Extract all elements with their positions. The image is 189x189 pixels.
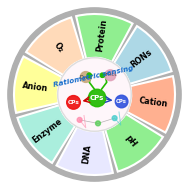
- Text: Ratiometric sensing: Ratiometric sensing: [53, 66, 134, 88]
- Circle shape: [112, 116, 117, 121]
- Text: Cation: Cation: [139, 96, 169, 109]
- Text: Enzyme: Enzyme: [31, 117, 64, 145]
- Wedge shape: [14, 57, 62, 113]
- Text: Dyes: Dyes: [80, 74, 92, 80]
- Text: pH: pH: [123, 134, 138, 149]
- Text: PTMCs: PTMCs: [104, 73, 117, 77]
- Wedge shape: [26, 17, 84, 75]
- Wedge shape: [17, 105, 75, 163]
- Circle shape: [105, 70, 116, 81]
- Text: CPs: CPs: [67, 100, 79, 105]
- Text: Anion: Anion: [22, 81, 49, 93]
- Wedge shape: [114, 26, 172, 84]
- Circle shape: [115, 95, 128, 108]
- Wedge shape: [127, 76, 175, 132]
- Text: DNA: DNA: [81, 143, 92, 164]
- Wedge shape: [105, 114, 163, 172]
- Circle shape: [77, 117, 82, 122]
- Text: Protein: Protein: [96, 19, 109, 53]
- Circle shape: [58, 58, 131, 131]
- Text: CPs: CPs: [116, 99, 127, 104]
- Wedge shape: [57, 127, 113, 175]
- Text: O₂: O₂: [52, 40, 65, 54]
- Text: RONs: RONs: [129, 47, 154, 69]
- Circle shape: [87, 73, 91, 77]
- Circle shape: [67, 96, 80, 109]
- Circle shape: [8, 8, 181, 181]
- Text: CPs: CPs: [90, 95, 104, 101]
- Circle shape: [88, 89, 106, 107]
- Circle shape: [96, 121, 100, 126]
- Circle shape: [100, 73, 105, 77]
- Wedge shape: [76, 14, 132, 62]
- Circle shape: [80, 72, 91, 82]
